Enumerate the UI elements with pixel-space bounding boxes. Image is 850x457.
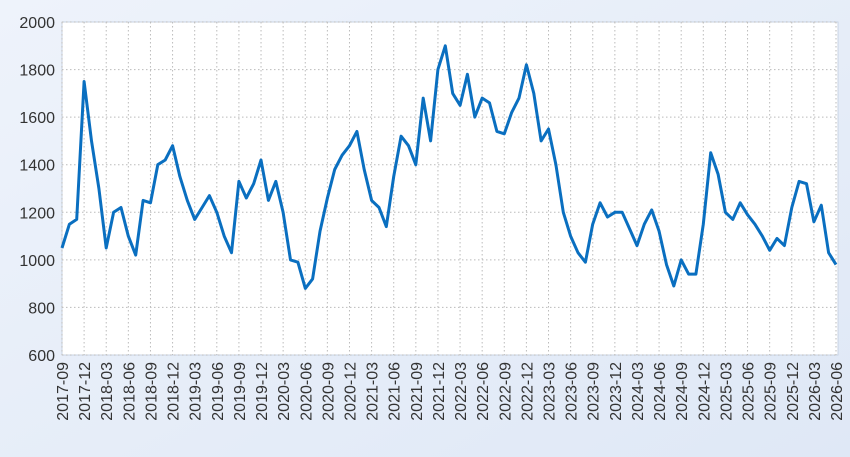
x-tick-label: 2024-06 xyxy=(652,362,669,421)
x-tick-label: 2022-09 xyxy=(497,362,514,421)
data-line xyxy=(60,44,838,290)
x-tick-label: 2019-03 xyxy=(188,362,205,421)
x-tick-label: 2021-06 xyxy=(387,362,404,421)
y-tick-label: 1200 xyxy=(19,205,55,222)
x-tick-label: 2017-09 xyxy=(55,362,72,421)
y-tick-label: 800 xyxy=(28,300,55,317)
y-tick-label: 1600 xyxy=(19,110,55,127)
x-tick-label: 2022-03 xyxy=(453,362,470,421)
x-tick-label: 2026-06 xyxy=(829,362,846,421)
x-tick-label: 2024-12 xyxy=(696,362,713,421)
x-tick-label: 2025-09 xyxy=(763,362,780,421)
x-tick-label: 2024-09 xyxy=(674,362,691,421)
x-tick-label: 2025-03 xyxy=(718,362,735,421)
x-tick-label: 2018-09 xyxy=(143,362,160,421)
x-tick-label: 2025-12 xyxy=(785,362,802,421)
x-tick-label: 2023-12 xyxy=(608,362,625,421)
x-tick-label: 2018-06 xyxy=(121,362,138,421)
x-tick-label: 2023-03 xyxy=(542,362,559,421)
x-tick-label: 2026-03 xyxy=(807,362,824,421)
x-tick-label: 2019-12 xyxy=(254,362,271,421)
y-tick-label: 2000 xyxy=(19,15,55,32)
x-tick-label: 2022-06 xyxy=(475,362,492,421)
x-tick-label: 2018-03 xyxy=(99,362,116,421)
x-tick-label: 2024-03 xyxy=(630,362,647,421)
x-tick-label: 2019-09 xyxy=(232,362,249,421)
x-tick-label: 2022-12 xyxy=(519,362,536,421)
x-tick-label: 2020-06 xyxy=(298,362,315,421)
x-tick-label: 2025-06 xyxy=(741,362,758,421)
x-tick-label: 2020-03 xyxy=(276,362,293,421)
y-tick-label: 1800 xyxy=(19,63,55,80)
x-tick-label: 2020-09 xyxy=(320,362,337,421)
x-tick-label: 2021-12 xyxy=(431,362,448,421)
x-tick-label: 2021-09 xyxy=(409,362,426,421)
x-tick-label: 2017-12 xyxy=(77,362,94,421)
x-tick-label: 2023-06 xyxy=(564,362,581,421)
x-tick-label: 2018-12 xyxy=(166,362,183,421)
x-tick-label: 2023-09 xyxy=(586,362,603,421)
y-tick-label: 1400 xyxy=(19,158,55,175)
x-tick-label: 2019-06 xyxy=(210,362,227,421)
x-tick-label: 2021-03 xyxy=(365,362,382,421)
y-tick-label: 600 xyxy=(28,348,55,365)
x-tick-label: 2020-12 xyxy=(342,362,359,421)
y-tick-label: 1000 xyxy=(19,253,55,270)
